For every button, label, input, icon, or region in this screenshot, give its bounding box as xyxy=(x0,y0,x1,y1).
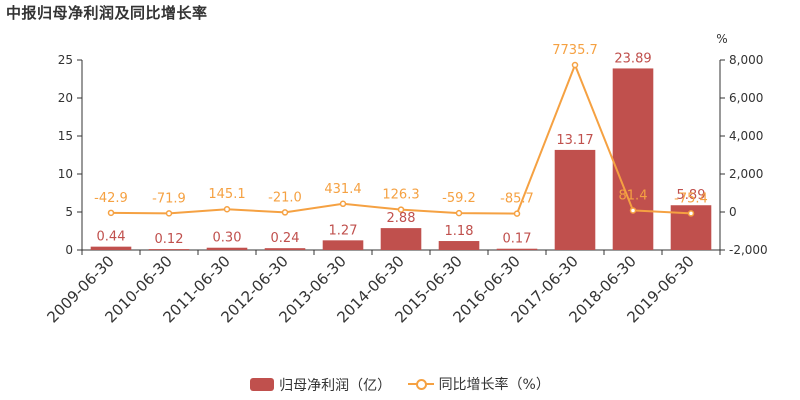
bar xyxy=(206,247,248,250)
line-data-label: -42.9 xyxy=(94,191,128,206)
chart-title: 中报归母净利润及同比增长率 xyxy=(6,4,208,22)
bar-data-label: 0.12 xyxy=(155,232,184,247)
line-point xyxy=(281,209,289,216)
line-point xyxy=(513,210,521,217)
line-point xyxy=(339,200,347,208)
bar xyxy=(148,249,190,250)
line-point xyxy=(397,206,405,213)
line-data-label: -59.2 xyxy=(442,191,476,206)
line-point xyxy=(687,210,695,217)
y-right-tick-label: 8,000 xyxy=(729,53,763,67)
line-data-label: 7735.7 xyxy=(552,43,598,58)
y-right-tick-label: 2,000 xyxy=(729,167,763,181)
y-left-tick-label: 10 xyxy=(58,167,73,181)
y-right-tick-label: 6,000 xyxy=(729,91,763,105)
line-data-label: 145.1 xyxy=(208,187,245,202)
bar xyxy=(496,248,538,250)
y-left-tick-label: 20 xyxy=(58,91,73,105)
bar xyxy=(612,68,654,250)
line-point xyxy=(455,209,463,217)
legend-bar-swatch xyxy=(250,378,275,391)
y-right-tick-label: 0 xyxy=(729,205,737,219)
line-data-label: 431.4 xyxy=(324,182,361,197)
y-right-unit-label: % xyxy=(716,32,727,46)
legend-line-swatch xyxy=(407,377,434,391)
bar-data-label: 2.88 xyxy=(387,211,416,226)
legend-label-bar: 归母净利润（亿） xyxy=(279,377,392,394)
line-data-label: -71.9 xyxy=(152,191,186,206)
line-point xyxy=(223,205,231,213)
bar-data-label: 1.27 xyxy=(329,223,358,238)
bar xyxy=(438,241,480,250)
bar-data-label: 0.17 xyxy=(503,232,532,247)
line-point xyxy=(107,209,115,217)
y-left-tick-label: 0 xyxy=(65,243,73,257)
bar xyxy=(554,149,596,250)
bar-data-label: 13.17 xyxy=(556,133,593,148)
bar xyxy=(90,246,132,250)
bar-data-label: 0.30 xyxy=(213,231,242,246)
y-right-tick-label: 4,000 xyxy=(729,129,763,143)
y-right-tick-label: -2,000 xyxy=(729,243,768,257)
bar-data-label: 23.89 xyxy=(614,51,651,66)
y-left-tick-label: 5 xyxy=(65,205,73,219)
legend: 归母净利润（亿） 同比增长率（%） xyxy=(0,374,800,395)
y-left-tick-label: 15 xyxy=(58,129,73,143)
legend-item-bar[interactable]: 归母净利润（亿） xyxy=(250,375,391,395)
bar xyxy=(264,248,306,250)
line-point xyxy=(629,207,637,214)
bar-data-label: 1.18 xyxy=(445,224,474,239)
line-point xyxy=(571,61,579,69)
legend-item-line[interactable]: 同比增长率（%） xyxy=(407,374,550,394)
line-data-label: 126.3 xyxy=(382,188,419,203)
line-data-label: -85.7 xyxy=(500,192,534,207)
legend-label-line: 同比增长率（%） xyxy=(438,377,550,393)
y-left-tick-label: 25 xyxy=(58,53,73,67)
bar xyxy=(322,240,364,250)
bar-data-label: 0.44 xyxy=(97,230,126,245)
line-point xyxy=(165,210,173,217)
bar xyxy=(380,228,422,250)
bar-data-label: 0.24 xyxy=(271,231,300,246)
line-data-label: -21.0 xyxy=(268,190,302,205)
line-data-label: 81.4 xyxy=(619,188,648,203)
bar-data-label: 5.89 xyxy=(677,188,706,203)
line-data-label: -75.4 xyxy=(674,191,708,206)
